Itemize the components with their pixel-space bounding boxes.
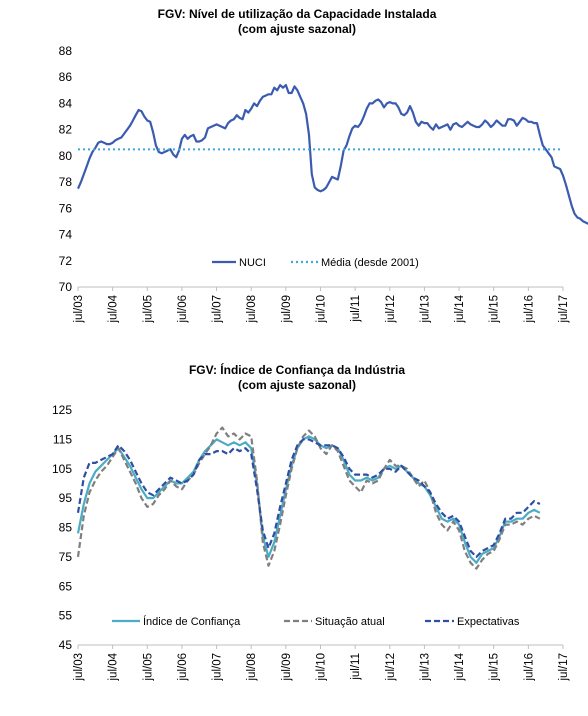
chart2-x-tick-label: jul/15 <box>489 653 501 682</box>
chart1-x-tick-label: jul/07 <box>212 295 224 324</box>
chart2-x-tick-label: jul/11 <box>350 653 362 681</box>
chart1-x-tick-label: jul/11 <box>350 295 362 323</box>
chart1-x-tick-label: jul/08 <box>246 295 258 324</box>
chart2-x-tick-label: jul/13 <box>419 653 431 682</box>
chart1-x-tick-label: jul/04 <box>108 294 120 323</box>
chart1-y-tick-label: 76 <box>59 201 73 215</box>
chart1-legend-label: NUCI <box>239 257 266 269</box>
chart2-title: FGV: Índice de Confiança da Indústria <box>189 362 405 377</box>
chart2-y-tick-label: 55 <box>59 609 73 623</box>
chart2-y-tick-label: 125 <box>52 403 72 417</box>
chart2-x-tick-label: jul/09 <box>281 653 293 682</box>
chart1-y-tick-label: 72 <box>59 254 73 268</box>
chart2-x-tick-label: jul/06 <box>177 653 189 682</box>
chart2-legend-label: Índice de Confiança <box>143 615 241 628</box>
chart2-legend-label: Expectativas <box>457 616 520 628</box>
chart2-y-tick-label: 85 <box>59 521 73 535</box>
chart1-x-tick-label: jul/15 <box>489 295 501 324</box>
chart2-plot: 45 55 65 75 85 95 105 115 125 jul/03 jul/04 jul/05 j… <box>52 403 570 682</box>
chart1-y-tick-label: 80 <box>59 149 73 163</box>
chart1-legend-label: Média (desde 2001) <box>321 257 419 269</box>
chart1-series-line-0 <box>76 84 588 225</box>
chart1-x-tick-label: jul/09 <box>281 295 293 324</box>
chart1-x-tick-label: jul/12 <box>385 295 397 324</box>
chart1-y-tick-label: 78 <box>59 175 73 189</box>
chart1-x-tick-label: jul/16 <box>523 295 535 324</box>
chart2-x-tick-label: jul/04 <box>108 652 120 681</box>
chart1-y-tick-label: 70 <box>59 280 73 294</box>
chart2-series-line-2 <box>76 438 541 558</box>
chart2-x-tick-label: jul/16 <box>523 653 535 682</box>
chart1-y-tick-label: 84 <box>59 96 73 110</box>
chart1-y-tick-label: 82 <box>59 123 73 137</box>
chart1-x-tick-label: jul/05 <box>142 295 154 324</box>
chart1-x-tick-label: jul/13 <box>419 295 431 324</box>
chart2-x-tick-label: jul/08 <box>246 653 258 682</box>
chart1-x-tick-label: jul/17 <box>558 295 570 324</box>
chart2-y-tick-label: 95 <box>59 491 73 505</box>
chart1-x-tick-label: jul/03 <box>73 295 85 324</box>
chart1-x-tick-label: jul/14 <box>454 294 466 323</box>
chart2-y-tick-label: 115 <box>53 432 72 446</box>
chart2-x-tick-label: jul/03 <box>73 653 85 682</box>
chart1-y-tick-label: 74 <box>59 228 73 242</box>
chart2-y-tick-label: 45 <box>59 638 73 652</box>
chart2-x-tick-label: jul/17 <box>558 653 570 682</box>
chart1-subtitle: (com ajuste sazonal) <box>238 22 356 36</box>
chart2-x-tick-label: jul/10 <box>316 653 328 682</box>
chart1-y-tick-label: 86 <box>59 70 73 84</box>
chart2-series-line-1 <box>76 426 541 570</box>
chart2-series-line-0 <box>76 435 541 564</box>
chart1-plot: 70 72 74 76 78 80 82 84 86 88 jul/03 jul/04 jul/05 ju… <box>59 44 588 324</box>
chart2-x-tick-label: jul/14 <box>454 652 466 681</box>
chart2-y-tick-label: 65 <box>59 579 73 593</box>
chart1-x-tick-label: jul/06 <box>177 295 189 324</box>
chart2-y-tick-label: 105 <box>52 462 72 476</box>
chart1-x-tick-label: jul/10 <box>316 295 328 324</box>
chart2-y-tick-label: 75 <box>59 550 73 564</box>
chart2-x-tick-label: jul/07 <box>212 653 224 682</box>
chart2-legend-label: Situação atual <box>315 616 385 628</box>
chart1-y-tick-label: 88 <box>59 44 73 58</box>
chart1-title: FGV: Nível de utilização da Capacidade I… <box>158 7 437 21</box>
chart2-subtitle: (com ajuste sazonal) <box>238 378 356 392</box>
chart2-x-tick-label: jul/05 <box>142 653 154 682</box>
chart2-x-tick-label: jul/12 <box>385 653 397 682</box>
